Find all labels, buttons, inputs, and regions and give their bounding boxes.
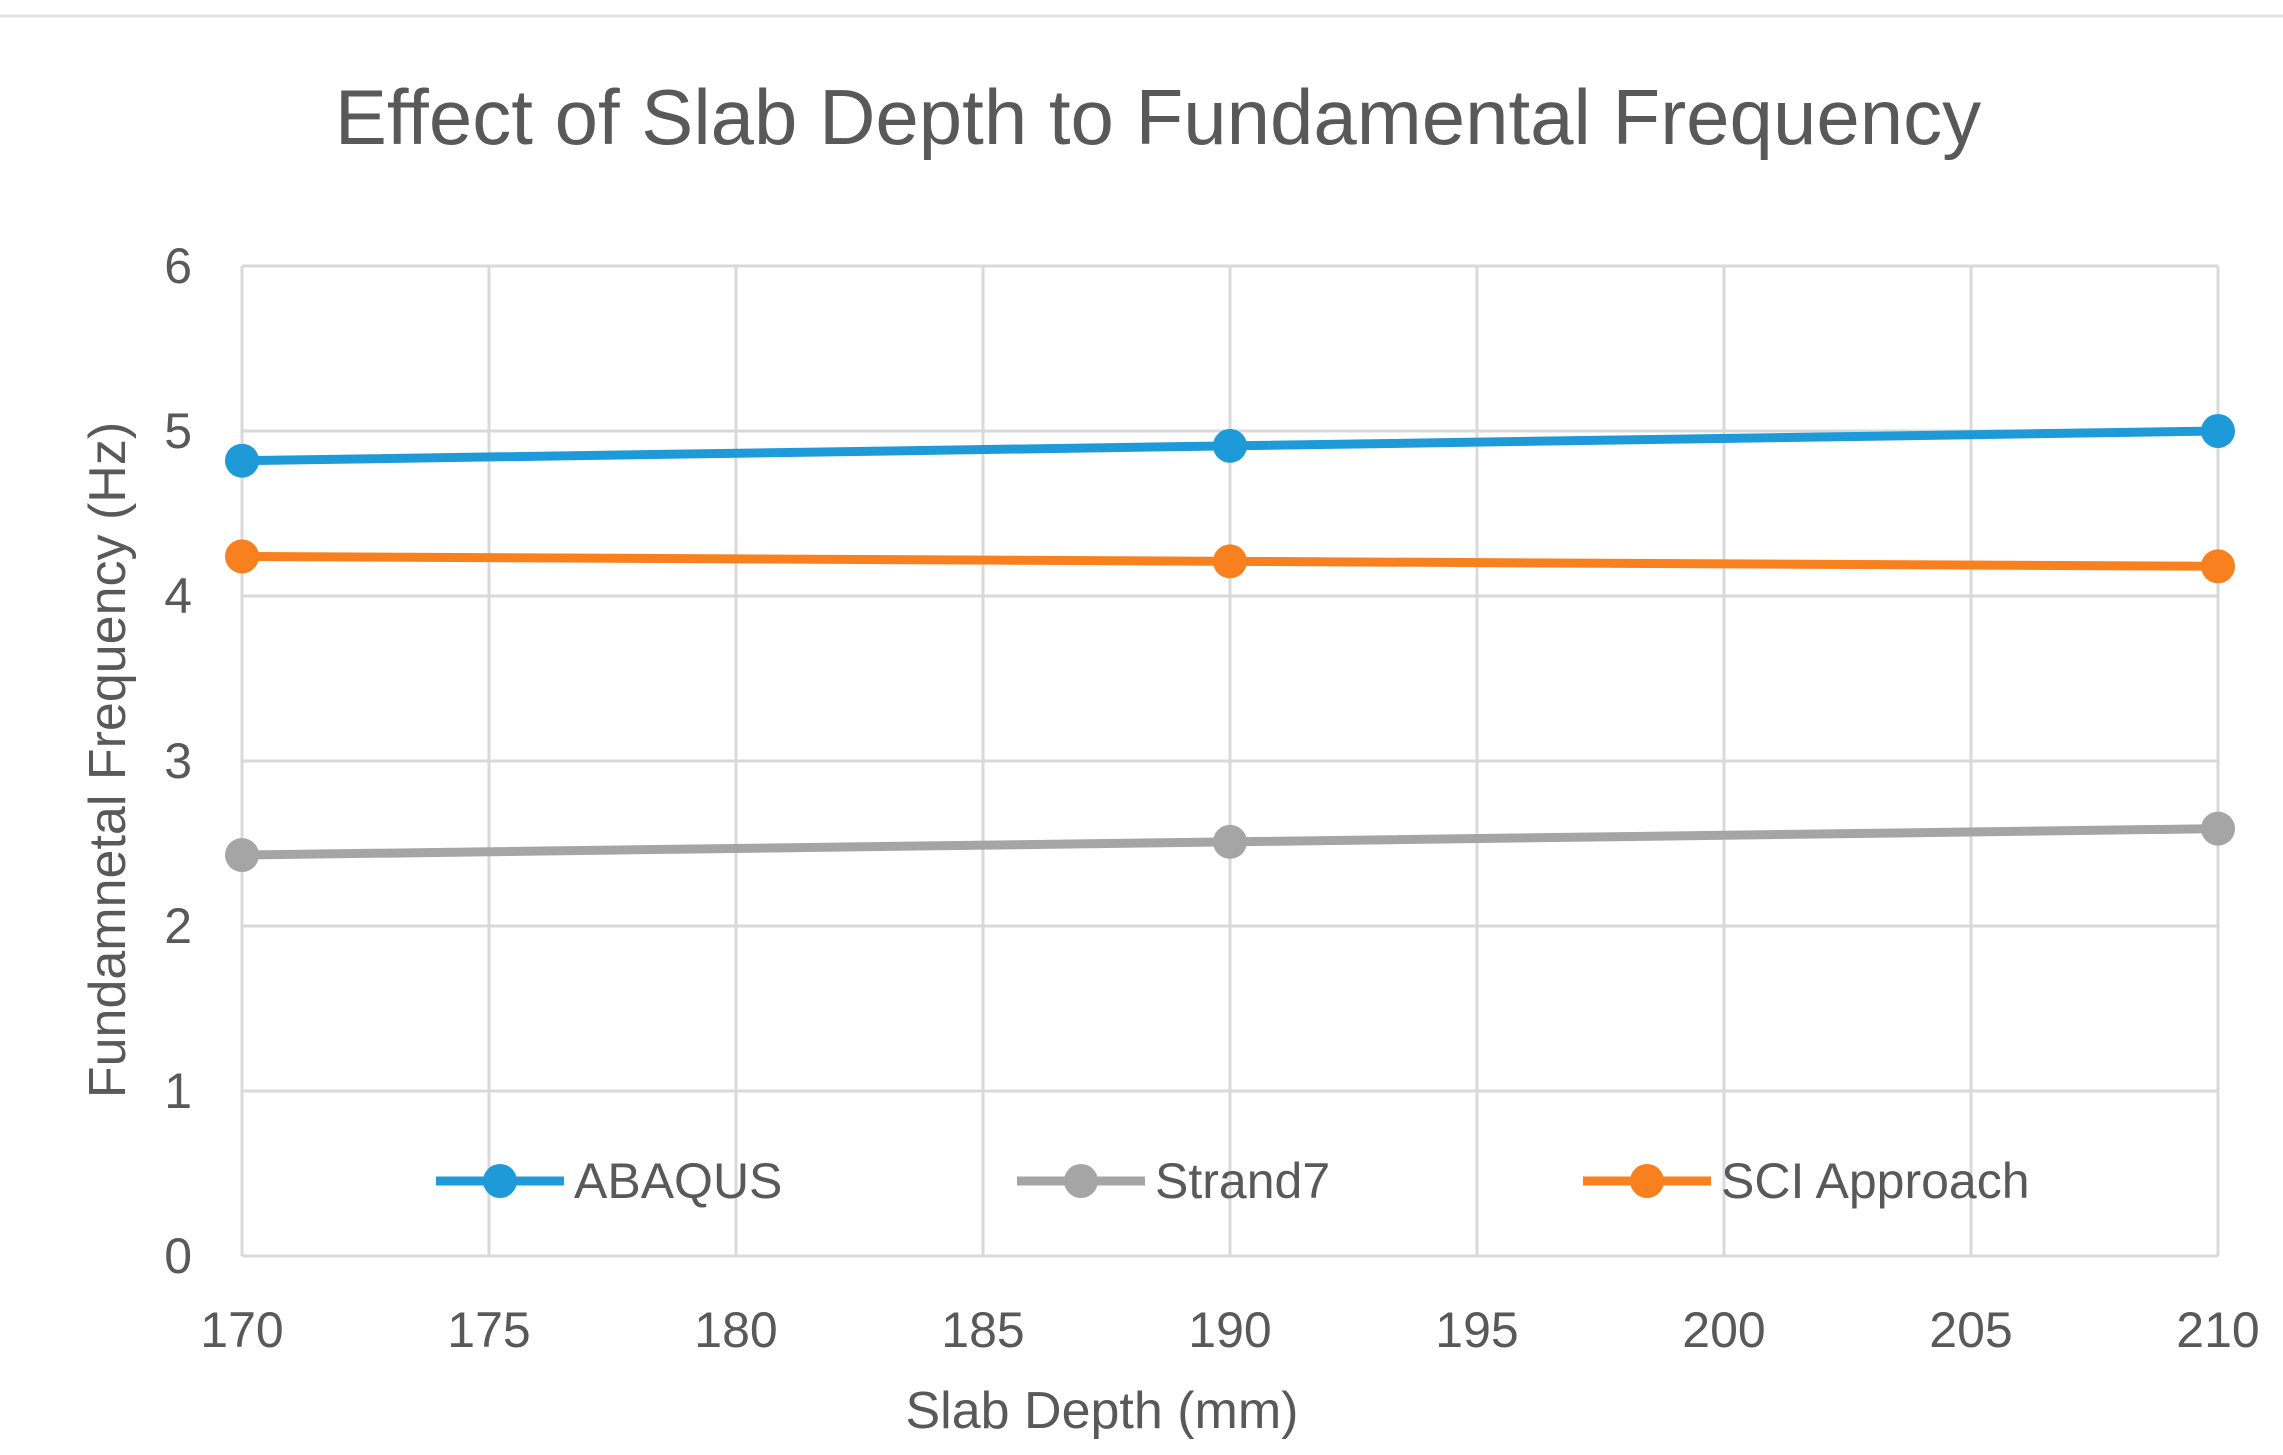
grid xyxy=(240,264,2220,1258)
y-tick-label: 4 xyxy=(164,568,192,624)
y-tick-label: 0 xyxy=(164,1228,192,1284)
legend-label-strand7: Strand7 xyxy=(1155,1153,1330,1209)
x-tick-label: 195 xyxy=(1435,1302,1518,1358)
x-tick-label: 205 xyxy=(1929,1302,2012,1358)
data-point-abaqus xyxy=(225,443,259,478)
y-axis-label: Fundamnetal Frequency (Hz) xyxy=(79,422,137,1098)
x-tick-label: 180 xyxy=(694,1302,777,1358)
x-tick-label: 190 xyxy=(1188,1302,1271,1358)
data-point-sci-approach xyxy=(1213,544,1247,579)
data-point-sci-approach xyxy=(2201,549,2235,584)
data-point-strand7 xyxy=(1213,824,1247,859)
legend-label-abaqus: ABAQUS xyxy=(574,1153,782,1209)
x-tick-label: 175 xyxy=(447,1302,530,1358)
y-tick-label: 2 xyxy=(164,898,192,954)
legend-marker-sci-approach xyxy=(1630,1164,1664,1198)
x-axis-label: Slab Depth (mm) xyxy=(906,1382,1299,1440)
data-point-strand7 xyxy=(2201,811,2235,846)
data-point-strand7 xyxy=(225,838,259,873)
y-tick-label: 6 xyxy=(164,238,192,294)
legend-marker-strand7 xyxy=(1064,1164,1098,1198)
series-group xyxy=(225,414,2235,873)
x-axis-ticks: 170 175 180 185 190 195 200 205 210 xyxy=(200,1302,2259,1358)
y-axis-ticks: 0 1 2 3 4 5 6 xyxy=(164,238,192,1284)
legend: ABAQUS Strand7 SCI Approach xyxy=(436,1153,2030,1209)
chart-title: Effect of Slab Depth to Fundamental Freq… xyxy=(335,73,1981,161)
x-tick-label: 200 xyxy=(1682,1302,1765,1358)
x-tick-label: 185 xyxy=(941,1302,1024,1358)
data-point-abaqus xyxy=(2201,414,2235,448)
x-tick-label: 210 xyxy=(2176,1302,2259,1358)
y-tick-label: 1 xyxy=(164,1063,192,1119)
legend-label-sci-approach: SCI Approach xyxy=(1721,1153,2030,1209)
data-point-abaqus xyxy=(1213,428,1247,463)
y-tick-label: 3 xyxy=(164,733,192,789)
y-tick-label: 5 xyxy=(164,403,192,459)
data-point-sci-approach xyxy=(225,539,259,574)
x-tick-label: 170 xyxy=(200,1302,283,1358)
legend-marker-abaqus xyxy=(483,1164,517,1198)
